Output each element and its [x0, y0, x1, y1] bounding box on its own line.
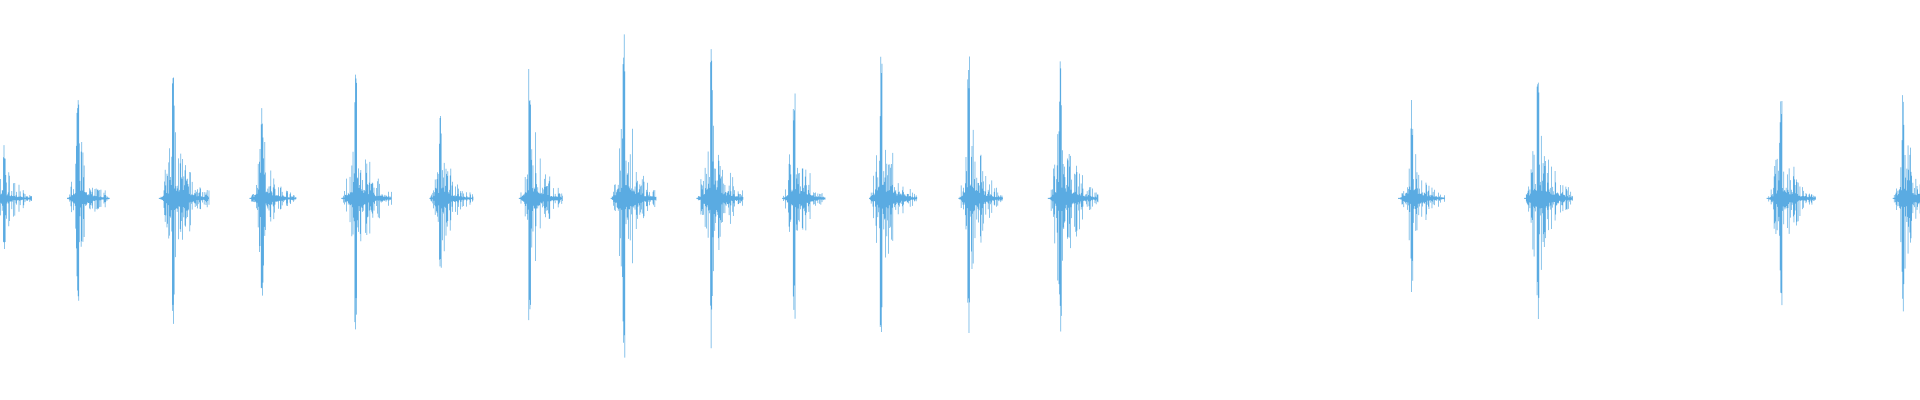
- audio-burst: [249, 108, 297, 296]
- audio-burst: [1047, 61, 1099, 332]
- audio-burst: [1892, 95, 1920, 312]
- audio-burst: [869, 56, 918, 333]
- audio-burst: [0, 145, 32, 250]
- audio-burst: [1524, 82, 1573, 320]
- audio-burst: [341, 74, 392, 330]
- audio-burst: [158, 77, 210, 324]
- audio-burst: [67, 100, 110, 301]
- audio-burst: [958, 56, 1003, 333]
- audio-burst: [696, 49, 744, 349]
- audio-burst: [429, 116, 474, 268]
- audio-burst: [1398, 99, 1445, 292]
- audio-burst: [610, 34, 657, 358]
- audio-burst: [518, 68, 563, 321]
- audio-burst: [1766, 100, 1816, 306]
- waveform: [0, 34, 1920, 358]
- audio-burst: [782, 93, 826, 319]
